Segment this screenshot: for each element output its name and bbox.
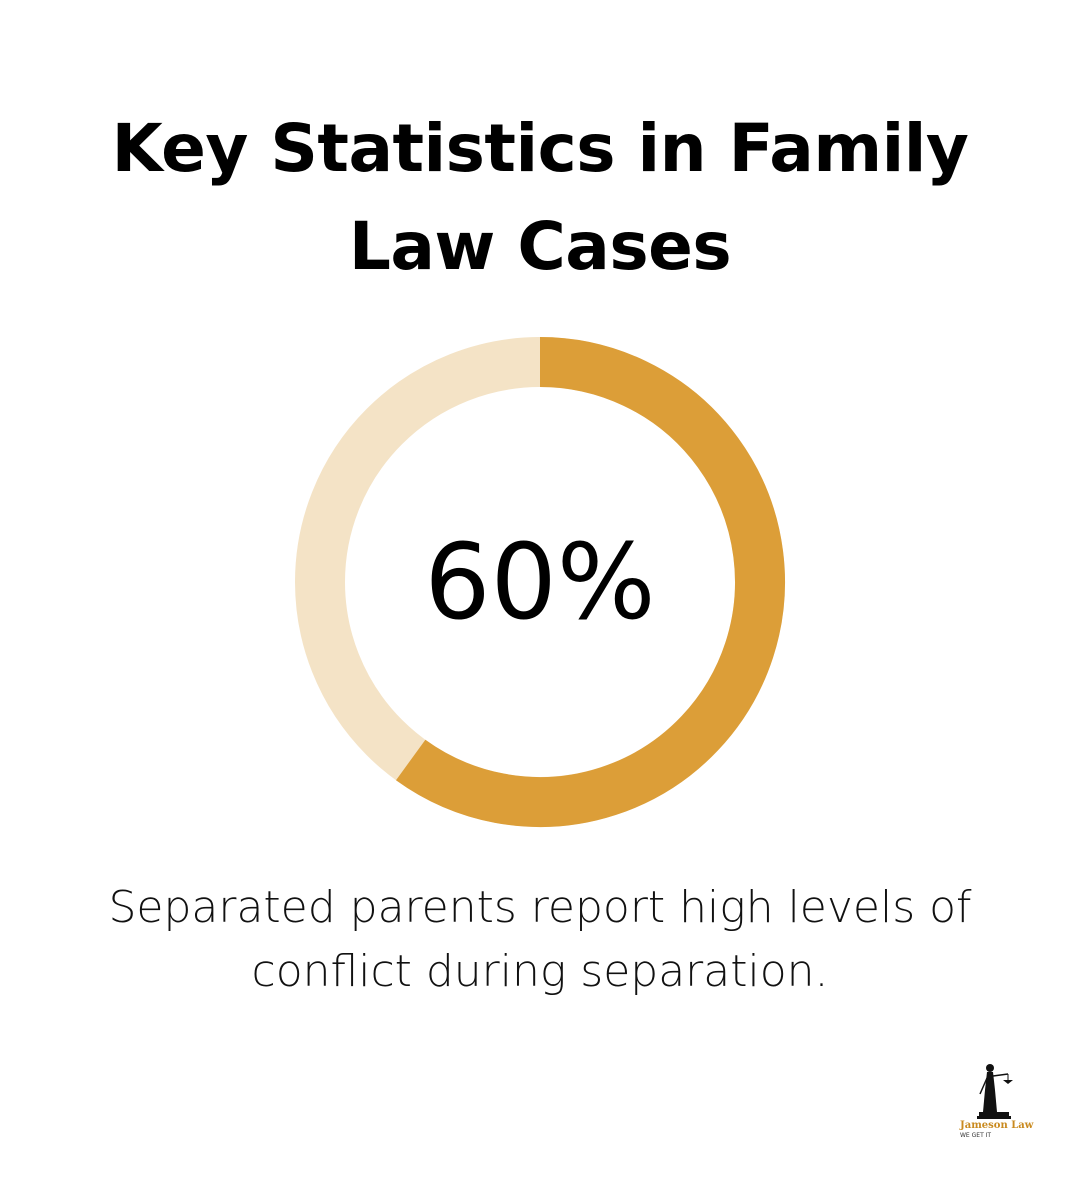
stat-caption: Separated parents report high levels of … (108, 882, 972, 997)
lady-justice-icon (977, 1064, 1013, 1119)
logo-tagline: WE GET IT (960, 1132, 992, 1139)
page-title: Key Statistics in Family Law Cases (111, 110, 969, 285)
logo-name: Jameson Law (960, 1120, 1034, 1131)
donut-value-segment (396, 337, 785, 827)
jameson-law-logo: Jameson Law WE GET IT (956, 1060, 1038, 1140)
donut-center-value: 60% (424, 521, 655, 643)
